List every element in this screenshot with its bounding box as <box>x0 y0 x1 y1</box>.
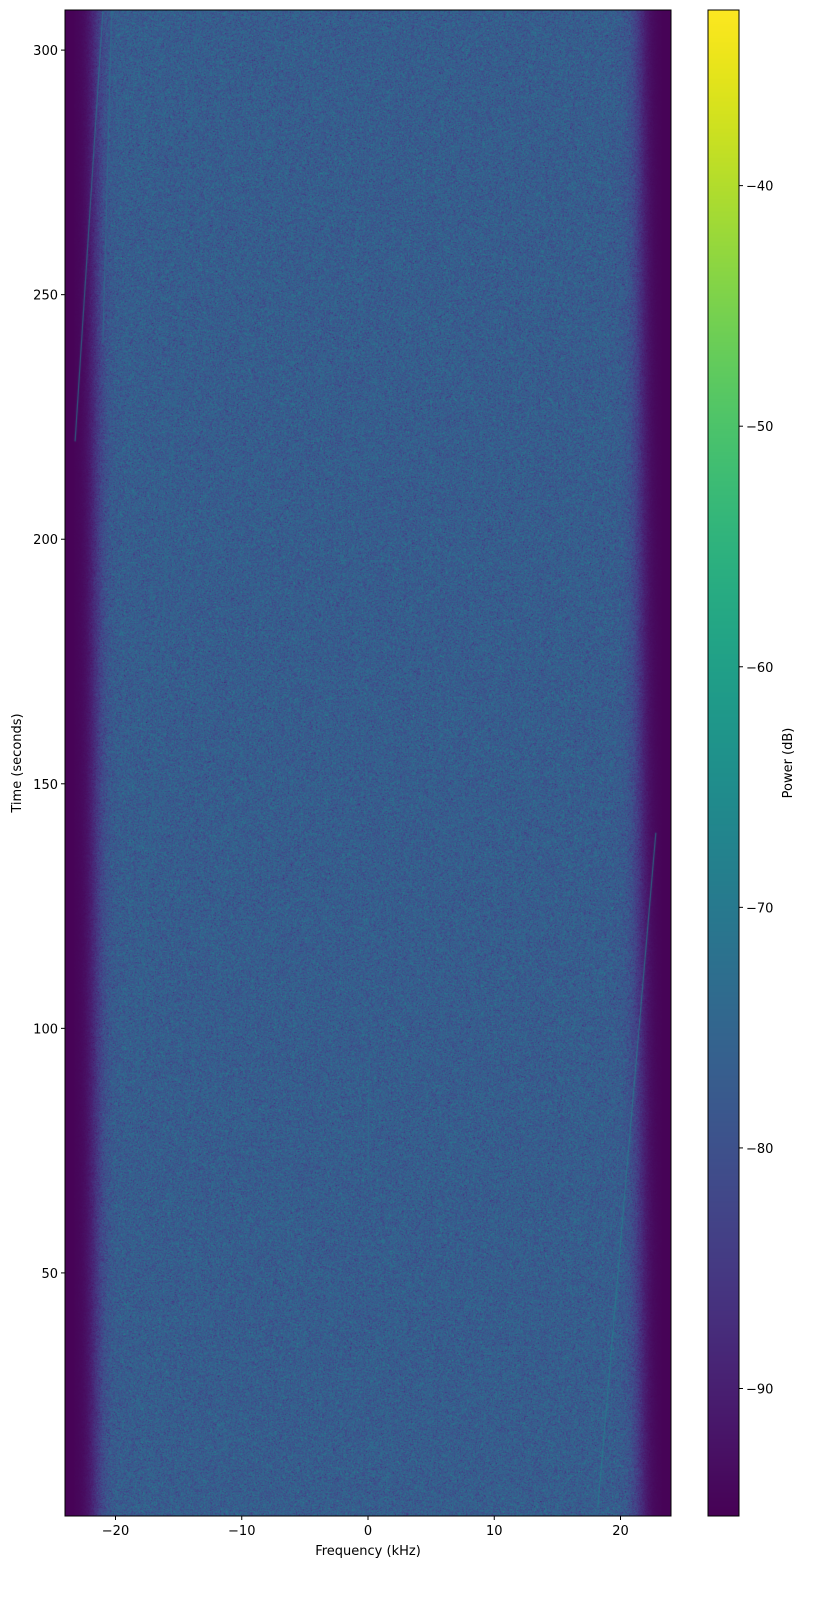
colorbar-tick-label: −40 <box>746 180 773 195</box>
colorbar-tick-label: −80 <box>746 1142 773 1157</box>
y-tick-label: 50 <box>41 1267 58 1282</box>
plot-frame <box>64 9 672 1517</box>
colorbar-tick-label: −70 <box>746 901 773 916</box>
y-tick-label: 150 <box>33 778 58 793</box>
colorbar-tick-label: −90 <box>746 1382 773 1397</box>
colorbar-label: Power (dB) <box>781 728 796 799</box>
y-tick-label: 100 <box>33 1022 58 1037</box>
spectrogram-heatmap <box>65 10 671 1516</box>
x-tick-label: −20 <box>102 1524 129 1539</box>
x-tick-label: 20 <box>612 1524 629 1539</box>
y-tick-label: 300 <box>33 44 58 59</box>
x-ticks: −20 −10 0 10 20 <box>102 1516 629 1539</box>
colorbar-tick-label: −50 <box>746 420 773 435</box>
y-axis-label: Time (seconds) <box>10 713 25 813</box>
x-tick-label: 10 <box>486 1524 503 1539</box>
x-tick-label: 0 <box>364 1524 372 1539</box>
y-ticks: 50 100 150 200 250 300 <box>33 44 65 1282</box>
y-tick-label: 200 <box>33 533 58 548</box>
colorbar-ticks: −90 −80 −70 −60 −50 −40 <box>739 180 773 1397</box>
y-tick-label: 250 <box>33 289 58 304</box>
x-axis-label: Frequency (kHz) <box>315 1544 421 1559</box>
colorbar-tick-label: −60 <box>746 661 773 676</box>
x-tick-label: −10 <box>228 1524 255 1539</box>
colorbar-frame <box>707 9 740 1517</box>
colorbar-gradient <box>708 10 739 1516</box>
